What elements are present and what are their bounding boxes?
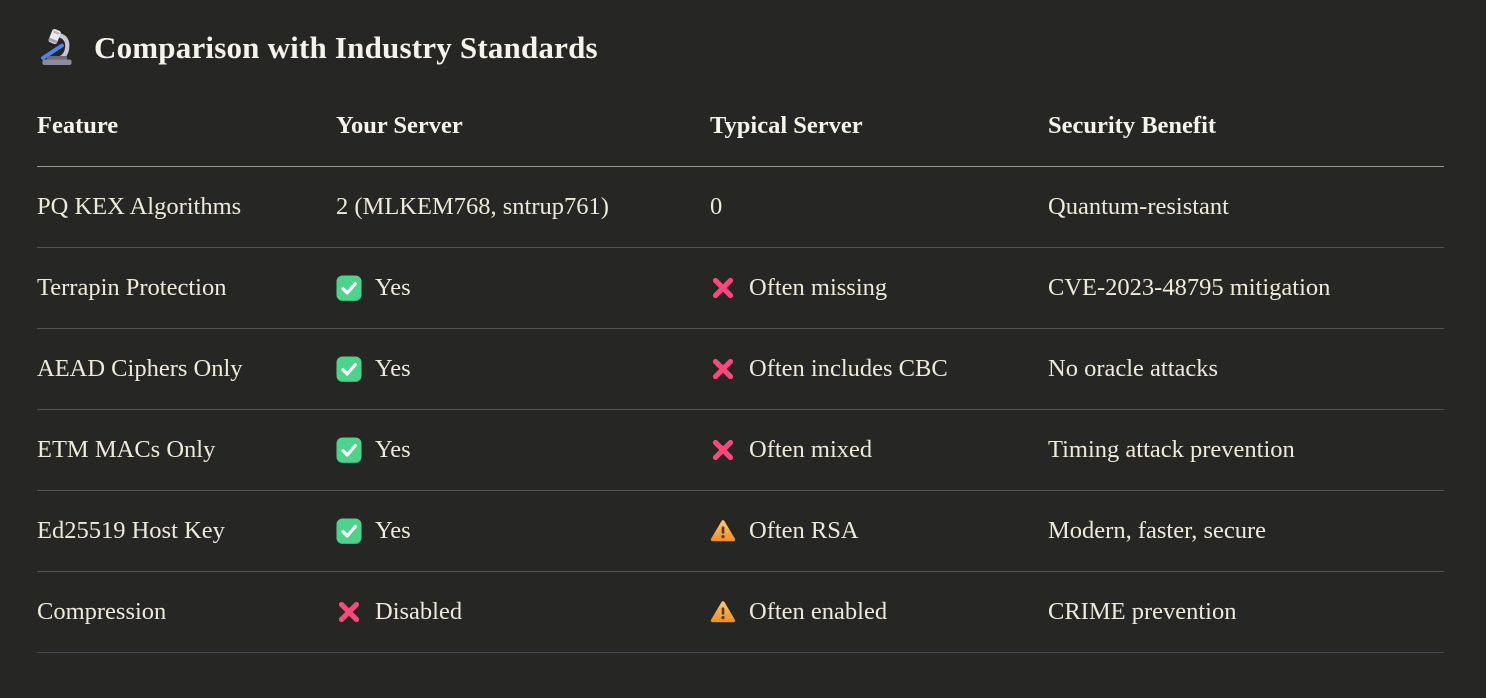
typical-server-text: Often RSA [749, 517, 859, 544]
your-server-cell: Disabled [336, 598, 710, 626]
feature-text: Compression [37, 598, 167, 625]
feature-cell: Ed25519 Host Key [37, 517, 336, 545]
typical-server-cell: Often missing [710, 274, 1048, 302]
column-header-typical-server: Typical Server [710, 112, 863, 139]
your-server-cell: Yes [336, 274, 710, 302]
typical-server-text: Often mixed [749, 436, 873, 463]
column-header-your-server: Your Server [336, 112, 463, 139]
security-benefit-cell: Modern, faster, secure [1048, 517, 1444, 545]
typical-server-cell: Often includes CBC [710, 355, 1048, 383]
security-benefit-cell: CRIME prevention [1048, 598, 1444, 626]
typical-server-cell: 0 [710, 193, 1048, 221]
feature-cell: Terrapin Protection [37, 274, 336, 302]
check-icon [336, 518, 362, 544]
check-icon [336, 356, 362, 382]
table-row: Terrapin Protection Yes Often missing CV… [37, 248, 1444, 329]
page-title: Comparison with Industry Standards [94, 30, 598, 65]
cross-icon [710, 275, 736, 301]
table-row: Compression Disabled Often enabled CRIME… [37, 572, 1444, 653]
feature-text: AEAD Ciphers Only [37, 355, 243, 382]
your-server-text: 2 (MLKEM768, sntrup761) [336, 193, 609, 220]
feature-text: PQ KEX Algorithms [37, 193, 242, 220]
warning-icon [710, 518, 736, 544]
security-benefit-cell: No oracle attacks [1048, 355, 1444, 383]
microscope-icon [37, 28, 77, 68]
feature-text: Ed25519 Host Key [37, 517, 225, 544]
cross-icon [710, 356, 736, 382]
table-row: PQ KEX Algorithms 2 (MLKEM768, sntrup761… [37, 167, 1444, 248]
table-header-row: Feature Your Server Typical Server Secur… [37, 112, 1444, 167]
feature-cell: AEAD Ciphers Only [37, 355, 336, 383]
security-benefit-text: No oracle attacks [1048, 355, 1219, 382]
your-server-cell: Yes [336, 517, 710, 545]
security-benefit-text: Modern, faster, secure [1048, 517, 1267, 544]
column-header-security-benefit: Security Benefit [1048, 112, 1217, 139]
table-row: ETM MACs Only Yes Often mixed Timing att… [37, 410, 1444, 491]
security-benefit-cell: CVE-2023-48795 mitigation [1048, 274, 1444, 302]
cross-icon [336, 599, 362, 625]
security-benefit-cell: Quantum-resistant [1048, 193, 1444, 221]
comparison-table: Feature Your Server Typical Server Secur… [37, 112, 1444, 653]
table-row: Ed25519 Host Key Yes Often RSA Modern, f… [37, 491, 1444, 572]
typical-server-cell: Often RSA [710, 517, 1048, 545]
feature-cell: Compression [37, 598, 336, 626]
security-benefit-text: Quantum-resistant [1048, 193, 1229, 220]
feature-text: ETM MACs Only [37, 436, 216, 463]
security-benefit-text: Timing attack prevention [1048, 436, 1295, 463]
column-header-feature: Feature [37, 112, 119, 139]
your-server-cell: Yes [336, 436, 710, 464]
feature-text: Terrapin Protection [37, 274, 227, 301]
your-server-text: Yes [375, 517, 411, 544]
feature-cell: ETM MACs Only [37, 436, 336, 464]
title-row: Comparison with Industry Standards [37, 24, 1444, 72]
cross-icon [710, 437, 736, 463]
your-server-text: Disabled [375, 598, 463, 625]
table-row: AEAD Ciphers Only Yes Often includes CBC… [37, 329, 1444, 410]
security-benefit-cell: Timing attack prevention [1048, 436, 1444, 464]
page: Comparison with Industry Standards Featu… [37, 24, 1444, 653]
typical-server-cell: Often enabled [710, 598, 1048, 626]
security-benefit-text: CVE-2023-48795 mitigation [1048, 274, 1331, 301]
your-server-cell: 2 (MLKEM768, sntrup761) [336, 193, 710, 221]
check-icon [336, 275, 362, 301]
your-server-text: Yes [375, 355, 411, 382]
typical-server-text: Often enabled [749, 598, 888, 625]
typical-server-text: 0 [710, 193, 723, 220]
typical-server-cell: Often mixed [710, 436, 1048, 464]
check-icon [336, 437, 362, 463]
feature-cell: PQ KEX Algorithms [37, 193, 336, 221]
your-server-cell: Yes [336, 355, 710, 383]
warning-icon [710, 599, 736, 625]
typical-server-text: Often missing [749, 274, 888, 301]
security-benefit-text: CRIME prevention [1048, 598, 1237, 625]
typical-server-text: Often includes CBC [749, 355, 948, 382]
your-server-text: Yes [375, 274, 411, 301]
your-server-text: Yes [375, 436, 411, 463]
